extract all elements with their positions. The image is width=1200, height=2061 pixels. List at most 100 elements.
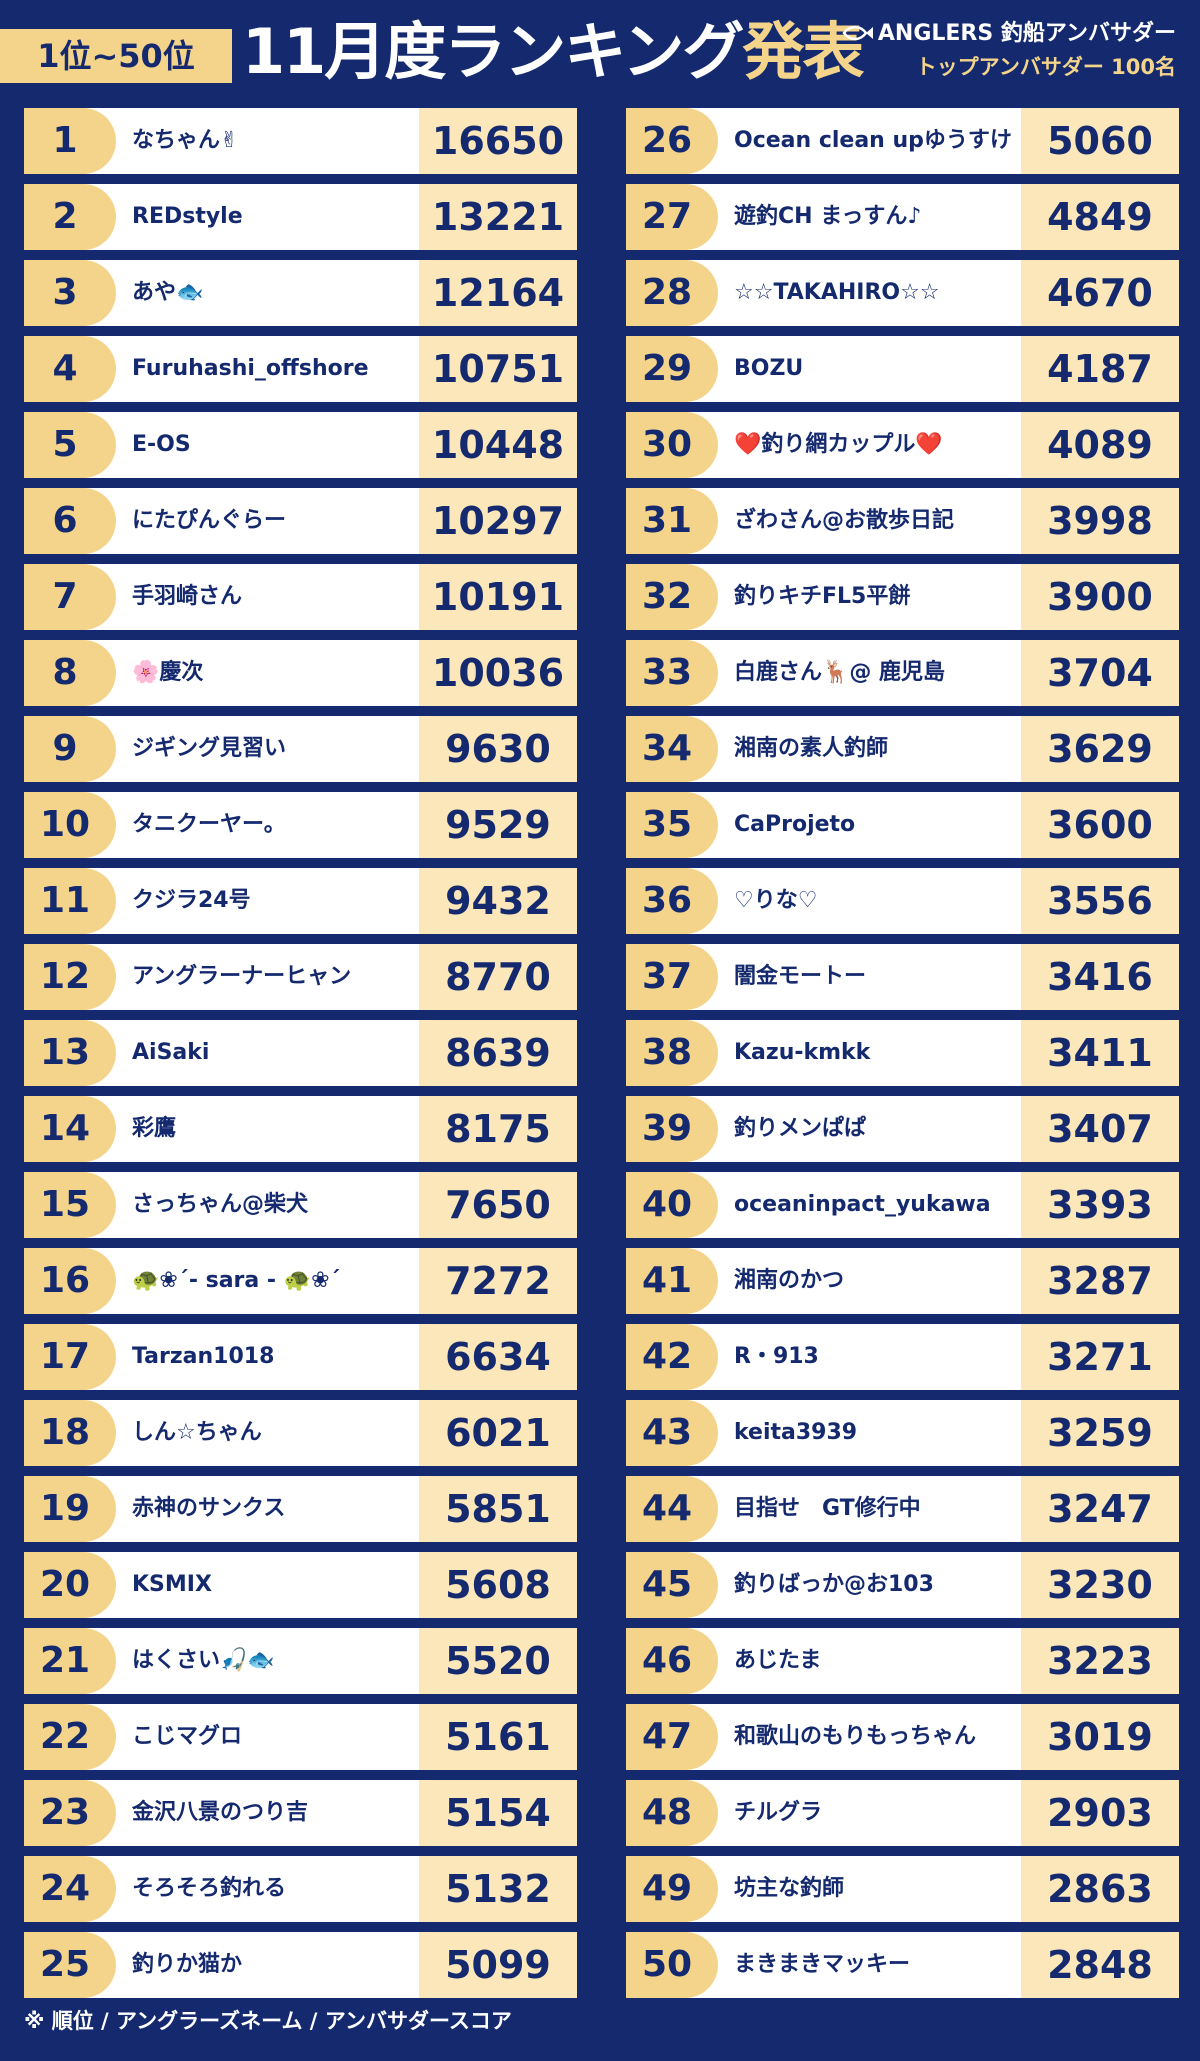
ranking-row: 21 はくさい🎣🐟 5520	[24, 1628, 577, 1694]
rank-number: 32	[626, 564, 718, 630]
angler-name: ☆☆TAKAHIRO☆☆	[734, 280, 940, 305]
ranking-row: 12 アングラーナーヒャン 8770	[24, 944, 577, 1010]
ranking-row: 22 こじマグロ 5161	[24, 1704, 577, 1770]
angler-name: 🌸慶次	[132, 660, 204, 685]
ranking-row: 40 oceaninpact_yukawa 3393	[626, 1172, 1179, 1238]
angler-name: タニクーヤー。	[132, 812, 286, 837]
angler-name: 彩鷹	[132, 1116, 177, 1141]
ambassador-score: 4089	[1021, 412, 1179, 478]
angler-name: ❤️釣り網カップル❤️	[734, 432, 943, 457]
ranking-row: 24 そろそろ釣れる 5132	[24, 1856, 577, 1922]
ambassador-score: 2848	[1021, 1932, 1179, 1998]
rank-number: 2	[24, 184, 116, 250]
angler-name: 坊主な釣師	[734, 1876, 845, 1901]
ranking-row: 41 湘南のかつ 3287	[626, 1248, 1179, 1314]
ranking-row: 49 坊主な釣師 2863	[626, 1856, 1179, 1922]
angler-name: KSMIX	[132, 1572, 212, 1597]
ambassador-score: 9529	[419, 792, 577, 858]
ambassador-score: 3259	[1021, 1400, 1179, 1466]
footnote: ※ 順位 / アングラーズネーム / アンバサダースコア	[24, 2009, 512, 2033]
angler-name: にたぴんぐらー	[132, 508, 287, 533]
rank-number: 8	[24, 640, 116, 706]
angler-name: クジラ24号	[132, 888, 251, 913]
ambassador-score: 5851	[419, 1476, 577, 1542]
ranking-row: 33 白鹿さん🦌@ 鹿児島 3704	[626, 640, 1179, 706]
ambassador-score: 7272	[419, 1248, 577, 1314]
ranking-row: 30 ❤️釣り網カップル❤️ 4089	[626, 412, 1179, 478]
angler-name: あや🐟	[132, 280, 204, 305]
ranking-column-right: 26 Ocean clean upゆうすけ 5060 27 遊釣CH まっすん♪ 4849…	[626, 108, 1179, 2008]
ambassador-score: 3223	[1021, 1628, 1179, 1694]
ambassador-score: 6634	[419, 1324, 577, 1390]
ambassador-score: 3704	[1021, 640, 1179, 706]
ambassador-score: 10751	[419, 336, 577, 402]
ambassador-score: 3556	[1021, 868, 1179, 934]
rank-number: 43	[626, 1400, 718, 1466]
ambassador-score: 12164	[419, 260, 577, 326]
ambassador-score: 8175	[419, 1096, 577, 1162]
ambassador-score: 3019	[1021, 1704, 1179, 1770]
ambassador-score: 5132	[419, 1856, 577, 1922]
ambassador-score: 3600	[1021, 792, 1179, 858]
angler-name: 🐢❀´- sara - 🐢❀´	[132, 1268, 341, 1293]
ranking-row: 31 ざわさん@お散歩日記 3998	[626, 488, 1179, 554]
title-accent-text: 発表	[742, 15, 864, 88]
ranking-row: 17 Tarzan1018 6634	[24, 1324, 577, 1390]
rank-number: 27	[626, 184, 718, 250]
ranking-row: 7 手羽崎さん 10191	[24, 564, 577, 630]
ranking-row: 15 さっちゃん@柴犬 7650	[24, 1172, 577, 1238]
angler-name: Tarzan1018	[132, 1344, 275, 1369]
rank-number: 44	[626, 1476, 718, 1542]
rank-number: 45	[626, 1552, 718, 1618]
rank-number: 16	[24, 1248, 116, 1314]
angler-name: keita3939	[734, 1420, 858, 1445]
ambassador-score: 10448	[419, 412, 577, 478]
ranking-row: 6 にたぴんぐらー 10297	[24, 488, 577, 554]
angler-name: ざわさん@お散歩日記	[734, 508, 955, 533]
angler-name: 闇金モートー	[734, 964, 867, 989]
ranking-row: 42 R・913 3271	[626, 1324, 1179, 1390]
rank-number: 29	[626, 336, 718, 402]
angler-name: さっちゃん@柴犬	[132, 1192, 309, 1217]
rank-number: 39	[626, 1096, 718, 1162]
ranking-row: 4 Furuhashi_offshore 10751	[24, 336, 577, 402]
ranking-row: 46 あじたま 3223	[626, 1628, 1179, 1694]
ambassador-score: 2903	[1021, 1780, 1179, 1846]
ranking-row: 38 Kazu-kmkk 3411	[626, 1020, 1179, 1086]
rank-number: 40	[626, 1172, 718, 1238]
ambassador-score: 6021	[419, 1400, 577, 1466]
ranking-row: 3 あや🐟 12164	[24, 260, 577, 326]
rank-number: 24	[24, 1856, 116, 1922]
ranking-row: 29 BOZU 4187	[626, 336, 1179, 402]
rank-number: 50	[626, 1932, 718, 1998]
ranking-row: 32 釣りキチFL5平餅 3900	[626, 564, 1179, 630]
ranking-row: 13 AiSaki 8639	[24, 1020, 577, 1086]
angler-name: R・913	[734, 1344, 819, 1369]
ranking-row: 35 CaProjeto 3600	[626, 792, 1179, 858]
angler-name: 和歌山のもりもっちゃん	[734, 1724, 977, 1749]
ambassador-score: 5099	[419, 1932, 577, 1998]
angler-name: 釣りばっか@お103	[734, 1572, 934, 1597]
angler-name: チルグラ	[734, 1800, 823, 1825]
ambassador-score: 8639	[419, 1020, 577, 1086]
brand-block: ANGLERS 釣船アンバサダー トップアンバサダー 100名	[842, 20, 1176, 82]
ambassador-score: 3407	[1021, 1096, 1179, 1162]
angler-name: あじたま	[734, 1648, 822, 1673]
ambassador-score: 7650	[419, 1172, 577, 1238]
rank-number: 4	[24, 336, 116, 402]
rank-number: 49	[626, 1856, 718, 1922]
rank-number: 17	[24, 1324, 116, 1390]
ambassador-score: 3900	[1021, 564, 1179, 630]
rank-number: 41	[626, 1248, 718, 1314]
ambassador-score: 3416	[1021, 944, 1179, 1010]
ranking-row: 34 湘南の素人釣師 3629	[626, 716, 1179, 782]
angler-name: 赤神のサンクス	[132, 1496, 286, 1521]
ranking-row: 5 E-OS 10448	[24, 412, 577, 478]
page-title: 11月度ランキング発表	[242, 12, 864, 92]
ambassador-score: 5060	[1021, 108, 1179, 174]
ranking-row: 26 Ocean clean upゆうすけ 5060	[626, 108, 1179, 174]
angler-name: oceaninpact_yukawa	[734, 1192, 991, 1217]
angler-name: ♡りな♡	[734, 888, 818, 913]
angler-name: そろそろ釣れる	[132, 1876, 287, 1901]
rank-number: 1	[24, 108, 116, 174]
